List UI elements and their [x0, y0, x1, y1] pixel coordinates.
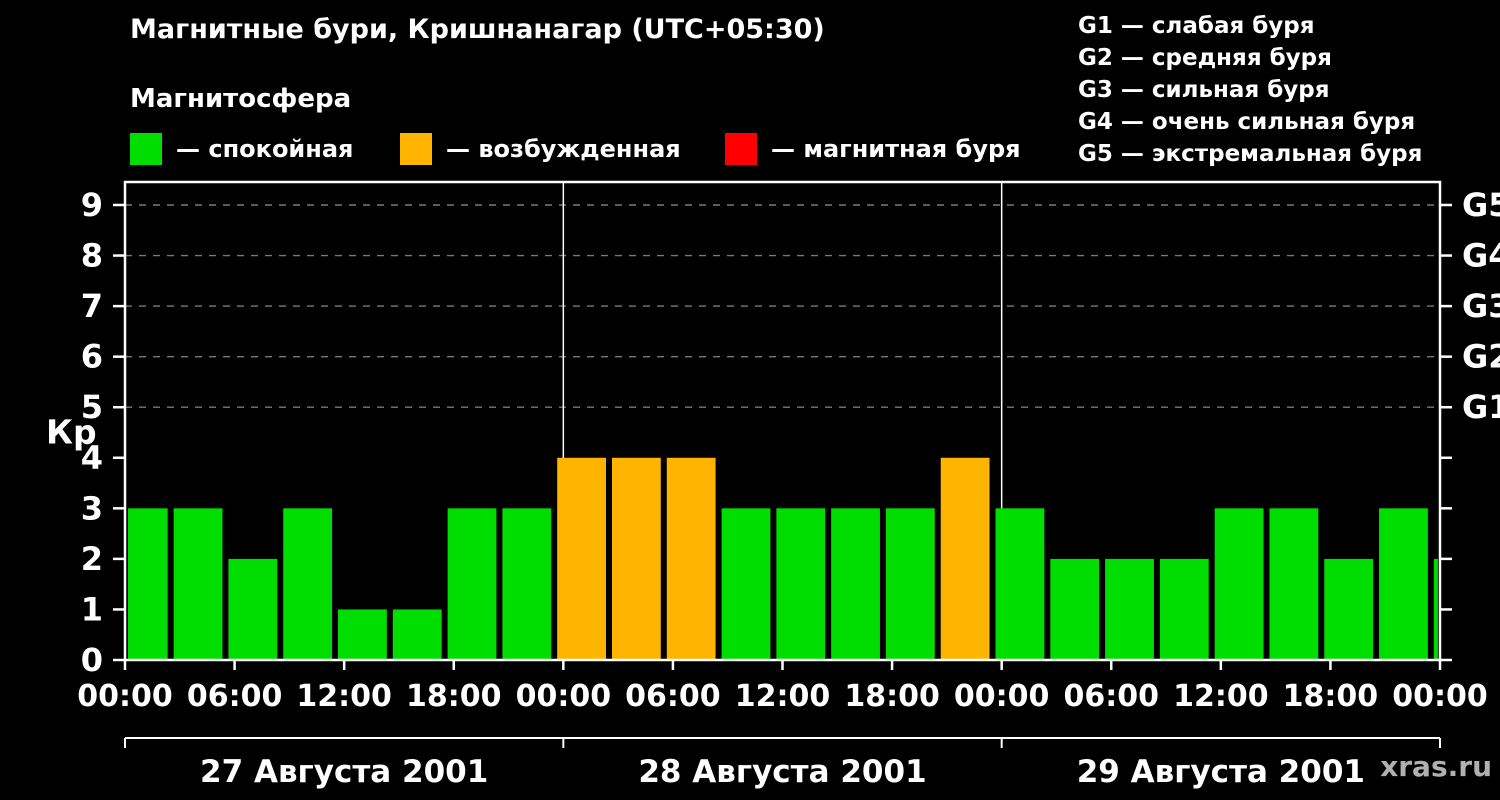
x-tick-label: 12:00: [296, 679, 392, 714]
x-tick-label: 06:00: [187, 679, 283, 714]
kp-bar: [995, 508, 1045, 659]
kp-bar: [1269, 508, 1319, 659]
kp-bar: [392, 609, 442, 659]
right-axis-label: G1: [1462, 388, 1500, 426]
g-legend-line-4: G4 — очень сильная буря: [1078, 109, 1416, 135]
kp-bar: [885, 508, 935, 659]
y-tick-label: 8: [81, 237, 103, 275]
x-tick-label: 00:00: [954, 679, 1050, 714]
quiet-legend-label: — спокойная: [176, 135, 354, 163]
watermark: xras.ru: [1380, 750, 1492, 783]
y-tick-label: 3: [81, 489, 103, 527]
kp-bar: [611, 457, 661, 659]
y-axis-title: Кр: [46, 413, 97, 452]
x-tick-label: 18:00: [844, 679, 940, 714]
kp-bar: [228, 558, 278, 659]
right-axis-label: G2: [1462, 338, 1500, 376]
x-tick-label: 18:00: [1283, 679, 1379, 714]
kp-bar: [1159, 558, 1209, 659]
kp-bar: [283, 508, 333, 659]
kp-bar: [1433, 558, 1438, 659]
y-tick-label: 6: [81, 338, 103, 376]
kp-bar: [721, 508, 771, 659]
right-axis-label: G3: [1462, 287, 1500, 325]
storm-color-swatch: [725, 133, 757, 165]
x-tick-label: 00:00: [1392, 679, 1488, 714]
x-tick-label: 06:00: [625, 679, 721, 714]
kp-chart: 0 1 2 3 4 5 6 7 8 9 G1 G2 G3 G4 G5 Кр 00:00 06:00 12:00 18:…: [46, 180, 1500, 790]
kp-bar: [776, 508, 826, 659]
kp-bar: [1050, 558, 1100, 659]
kp-bar: [502, 508, 552, 659]
excited-legend-label: — возбужденная: [446, 135, 681, 163]
kp-bar: [447, 508, 497, 659]
page-title: Магнитные бури, Кришнанагар (UTC+05:30): [130, 14, 825, 45]
x-tick-label: 12:00: [1173, 679, 1269, 714]
y-tick-label: 0: [81, 641, 103, 679]
g-scale-legend: G1 — слабая буря G2 — средняя буря G3 — …: [1078, 10, 1422, 170]
y-tick-label: 2: [81, 540, 103, 578]
magnetosphere-label: Магнитосфера: [130, 84, 352, 114]
kp-bar: [173, 508, 223, 659]
kp-bar: [1379, 508, 1428, 659]
y-tick-label: 9: [81, 186, 103, 224]
kp-bar: [666, 457, 716, 659]
x-tick-label: 00:00: [77, 679, 173, 714]
kp-bar: [1214, 508, 1264, 659]
g-legend-line-2: G2 — средняя буря: [1078, 45, 1332, 71]
y-tick-label: 4: [81, 439, 103, 477]
legend-item-excited: — возбужденная: [400, 133, 681, 165]
g-legend-line-3: G3 — сильная буря: [1078, 77, 1330, 103]
y-tick-label: 7: [81, 287, 103, 325]
y-tick-label: 1: [81, 590, 103, 628]
kp-bar: [1105, 558, 1154, 659]
g-legend-line-1: G1 — слабая буря: [1078, 13, 1315, 39]
x-tick-label: 18:00: [406, 679, 502, 714]
g-legend-line-5: G5 — экстремальная буря: [1078, 141, 1423, 167]
x-tick-label: 00:00: [516, 679, 612, 714]
quiet-color-swatch: [130, 133, 162, 165]
legend-item-storm: — магнитная буря: [725, 133, 1021, 165]
kp-bar: [557, 457, 606, 659]
x-tick-label: 12:00: [735, 679, 831, 714]
date-label: 27 Августа 2001: [200, 754, 488, 790]
right-axis-label: G4: [1462, 237, 1500, 275]
date-label: 29 Августа 2001: [1077, 754, 1365, 790]
date-label: 28 Августа 2001: [638, 754, 926, 790]
kp-bar: [128, 508, 168, 659]
storm-legend-label: — магнитная буря: [771, 135, 1021, 163]
x-tick-label: 06:00: [1064, 679, 1160, 714]
excited-color-swatch: [400, 133, 432, 165]
kp-bar: [1324, 558, 1374, 659]
kp-bar: [940, 457, 990, 659]
kp-bar: [338, 609, 387, 659]
right-axis-label: G5: [1462, 186, 1500, 224]
y-tick-label: 5: [81, 388, 103, 426]
kp-bar: [831, 508, 880, 659]
legend-item-quiet: — спокойная: [130, 133, 353, 165]
